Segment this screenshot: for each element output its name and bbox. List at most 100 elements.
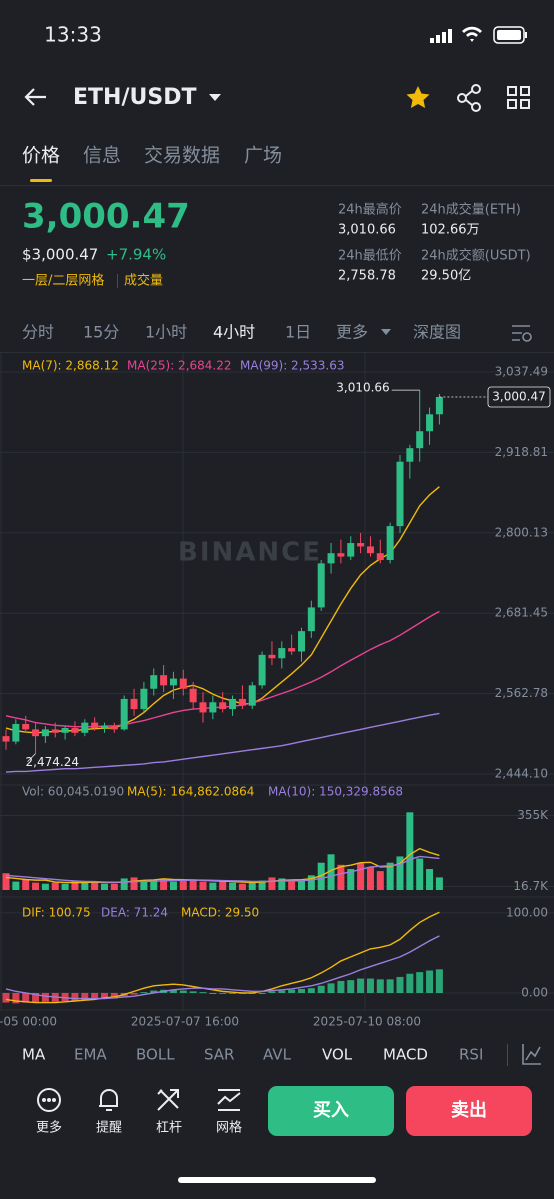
interval[interactable]: 分时 [22, 323, 54, 342]
candle-body [32, 729, 40, 737]
indicator[interactable]: RSI [459, 1046, 483, 1064]
tab[interactable]: 价格 [22, 145, 60, 167]
indicator[interactable]: AVL [263, 1046, 292, 1064]
volume-bar [130, 877, 138, 890]
favorite[interactable] [406, 86, 430, 108]
indicator[interactable]: BOLL [136, 1046, 175, 1064]
volume-bar [366, 866, 374, 890]
candle-body [2, 736, 10, 742]
candle-body [357, 543, 365, 547]
candle-body [160, 675, 168, 686]
macd-bar [426, 970, 434, 993]
macd-bar [22, 992, 30, 1003]
more-dropdown[interactable] [381, 329, 391, 335]
indicator[interactable]: VOL [322, 1046, 353, 1064]
interval[interactable]: 深度图 [413, 323, 461, 342]
tag[interactable]: 一层/二层网格 [22, 273, 104, 289]
interval[interactable]: 1日 [285, 323, 311, 342]
volume-bar [406, 812, 414, 890]
share[interactable] [457, 84, 481, 112]
volume-bar [81, 881, 89, 890]
tab[interactable]: 广场 [244, 145, 282, 167]
indicator[interactable]: EMA [74, 1046, 107, 1064]
action-label[interactable]: 杠杆 [156, 1120, 182, 1136]
macd-bar [169, 989, 177, 993]
stat-value: 3,010.66 [338, 223, 396, 238]
watermark: BINANCE [178, 538, 322, 568]
volume-bar [258, 880, 266, 890]
volume-bar [22, 879, 30, 890]
macd-bar [189, 991, 197, 993]
macd-bar [179, 990, 187, 993]
sell-button[interactable] [406, 1086, 532, 1136]
candle-body [307, 607, 315, 632]
candle-body [41, 729, 49, 737]
low-label: 2,474.24 [26, 755, 79, 769]
sell-label[interactable]: 卖出 [451, 1099, 487, 1121]
chart-settings[interactable] [512, 325, 532, 342]
candle-body [416, 431, 424, 449]
high-label: 3,010.66 [336, 381, 389, 395]
volume-bar [288, 881, 296, 890]
stat-value: 102.66万 [421, 223, 480, 238]
volume-bar [150, 879, 158, 890]
volume-bar [51, 882, 59, 890]
change: +7.94% [106, 246, 166, 264]
interval[interactable]: 更多 [336, 323, 368, 342]
macd-bar [416, 972, 424, 993]
legend-item: MA(25): 2,684.22 [127, 359, 232, 373]
indicator-settings[interactable] [522, 1044, 541, 1065]
tag[interactable]: 成交量 [124, 273, 163, 289]
stat-value: 29.50亿 [421, 269, 471, 284]
volume-bar [229, 882, 237, 890]
macd-bar [150, 990, 158, 993]
candle-body [179, 678, 187, 689]
macd-bar [317, 985, 325, 993]
buy-label[interactable]: 买入 [313, 1100, 349, 1121]
volume-bar [32, 882, 40, 890]
bottom-icons[interactable] [37, 1088, 241, 1112]
clock: 13:33 [44, 23, 102, 47]
tab[interactable]: 信息 [83, 145, 121, 167]
macd-bar [366, 978, 374, 993]
action-label[interactable]: 网格 [216, 1120, 242, 1136]
action-label[interactable]: 提醒 [96, 1120, 122, 1136]
volume-bar [238, 883, 246, 890]
buy-button[interactable] [268, 1086, 394, 1136]
interval[interactable]: 1小时 [145, 323, 187, 342]
interval[interactable]: 15分 [83, 323, 119, 342]
candle-body [130, 698, 138, 710]
volume-bar [248, 881, 256, 890]
volume-bar [140, 880, 148, 890]
stat-label: 24h成交量(ETH) [421, 202, 521, 218]
indicator[interactable]: SAR [204, 1046, 234, 1064]
macd-bar [386, 979, 394, 993]
candle-body [406, 448, 414, 462]
macd-bar [347, 980, 355, 993]
stat-label: 24h最低价 [338, 249, 402, 264]
volume-bar [110, 883, 118, 890]
volume-bar [101, 883, 108, 890]
pair-title[interactable]: ETH/USDT [73, 85, 196, 110]
volume-bar [120, 878, 128, 890]
macd-bar [32, 992, 40, 1003]
candle-body [366, 546, 374, 554]
pair-dropdown[interactable] [209, 94, 221, 101]
y-tick-label: 355K [517, 808, 549, 822]
candle-body [51, 729, 59, 733]
indicator[interactable]: MA [22, 1046, 46, 1064]
candle-body [110, 726, 118, 730]
usd-price: $3,000.47 [22, 246, 98, 264]
back-button[interactable] [24, 88, 46, 106]
volume-bar [2, 873, 10, 890]
volume-bar [41, 883, 49, 890]
interval[interactable]: 4小时 [213, 323, 255, 342]
indicator[interactable]: MACD [383, 1046, 428, 1064]
y-tick-label: 2,800.13 [495, 525, 548, 539]
ma-line [5, 712, 440, 773]
macd-bar [278, 990, 286, 993]
action-label[interactable]: 更多 [36, 1120, 62, 1136]
tab[interactable]: 交易数据 [144, 145, 220, 167]
x-tick-label: 2025-07-10 08:00 [313, 1015, 421, 1029]
menu-grid[interactable] [507, 86, 530, 109]
